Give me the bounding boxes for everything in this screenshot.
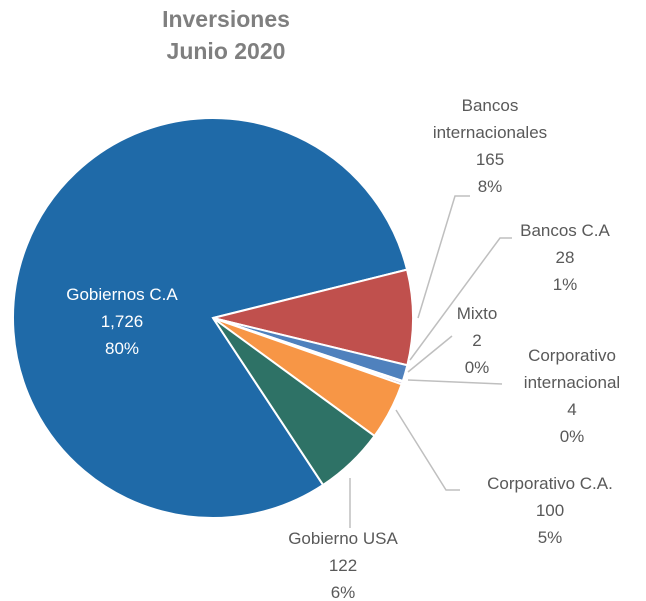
slice-percent: 5% <box>537 528 563 547</box>
slice-value: 100 <box>535 501 565 520</box>
leader-line <box>395 409 460 491</box>
pie-slice <box>212 268 414 367</box>
slice-value: 4 <box>567 400 577 419</box>
slice-label: Gobiernos C.A <box>66 285 178 304</box>
slice-label: Bancos C.A <box>520 221 610 240</box>
slice-percent: 0% <box>559 427 585 446</box>
slice-value: 2 <box>472 331 482 350</box>
slice-label: Bancos internacionales <box>432 96 548 142</box>
chart-title: Inversiones <box>162 6 290 32</box>
slice-percent: 6% <box>330 583 356 601</box>
slice-percent: 80% <box>104 339 140 358</box>
leader-line <box>407 379 503 385</box>
slice-value: 28 <box>555 248 575 267</box>
pie-slice <box>212 317 376 487</box>
leader-line <box>409 237 512 361</box>
slice-label: Corporativo C.A. <box>487 474 613 493</box>
slice-label: Mixto <box>456 304 498 323</box>
chart-subtitle: Junio 2020 <box>166 38 286 64</box>
leader-line <box>407 335 453 373</box>
slice-label: Corporativo internacional <box>523 346 621 392</box>
pie-slice <box>12 117 409 519</box>
slice-value: 122 <box>328 556 358 575</box>
slice-value: 1,726 <box>100 312 144 331</box>
leader-line <box>417 195 470 319</box>
slice-percent: 1% <box>552 275 578 294</box>
slice-label: Gobierno USA <box>288 529 398 548</box>
slice-percent: 0% <box>464 358 490 377</box>
slice-percent: 8% <box>477 177 503 196</box>
slice-value: 165 <box>475 150 505 169</box>
